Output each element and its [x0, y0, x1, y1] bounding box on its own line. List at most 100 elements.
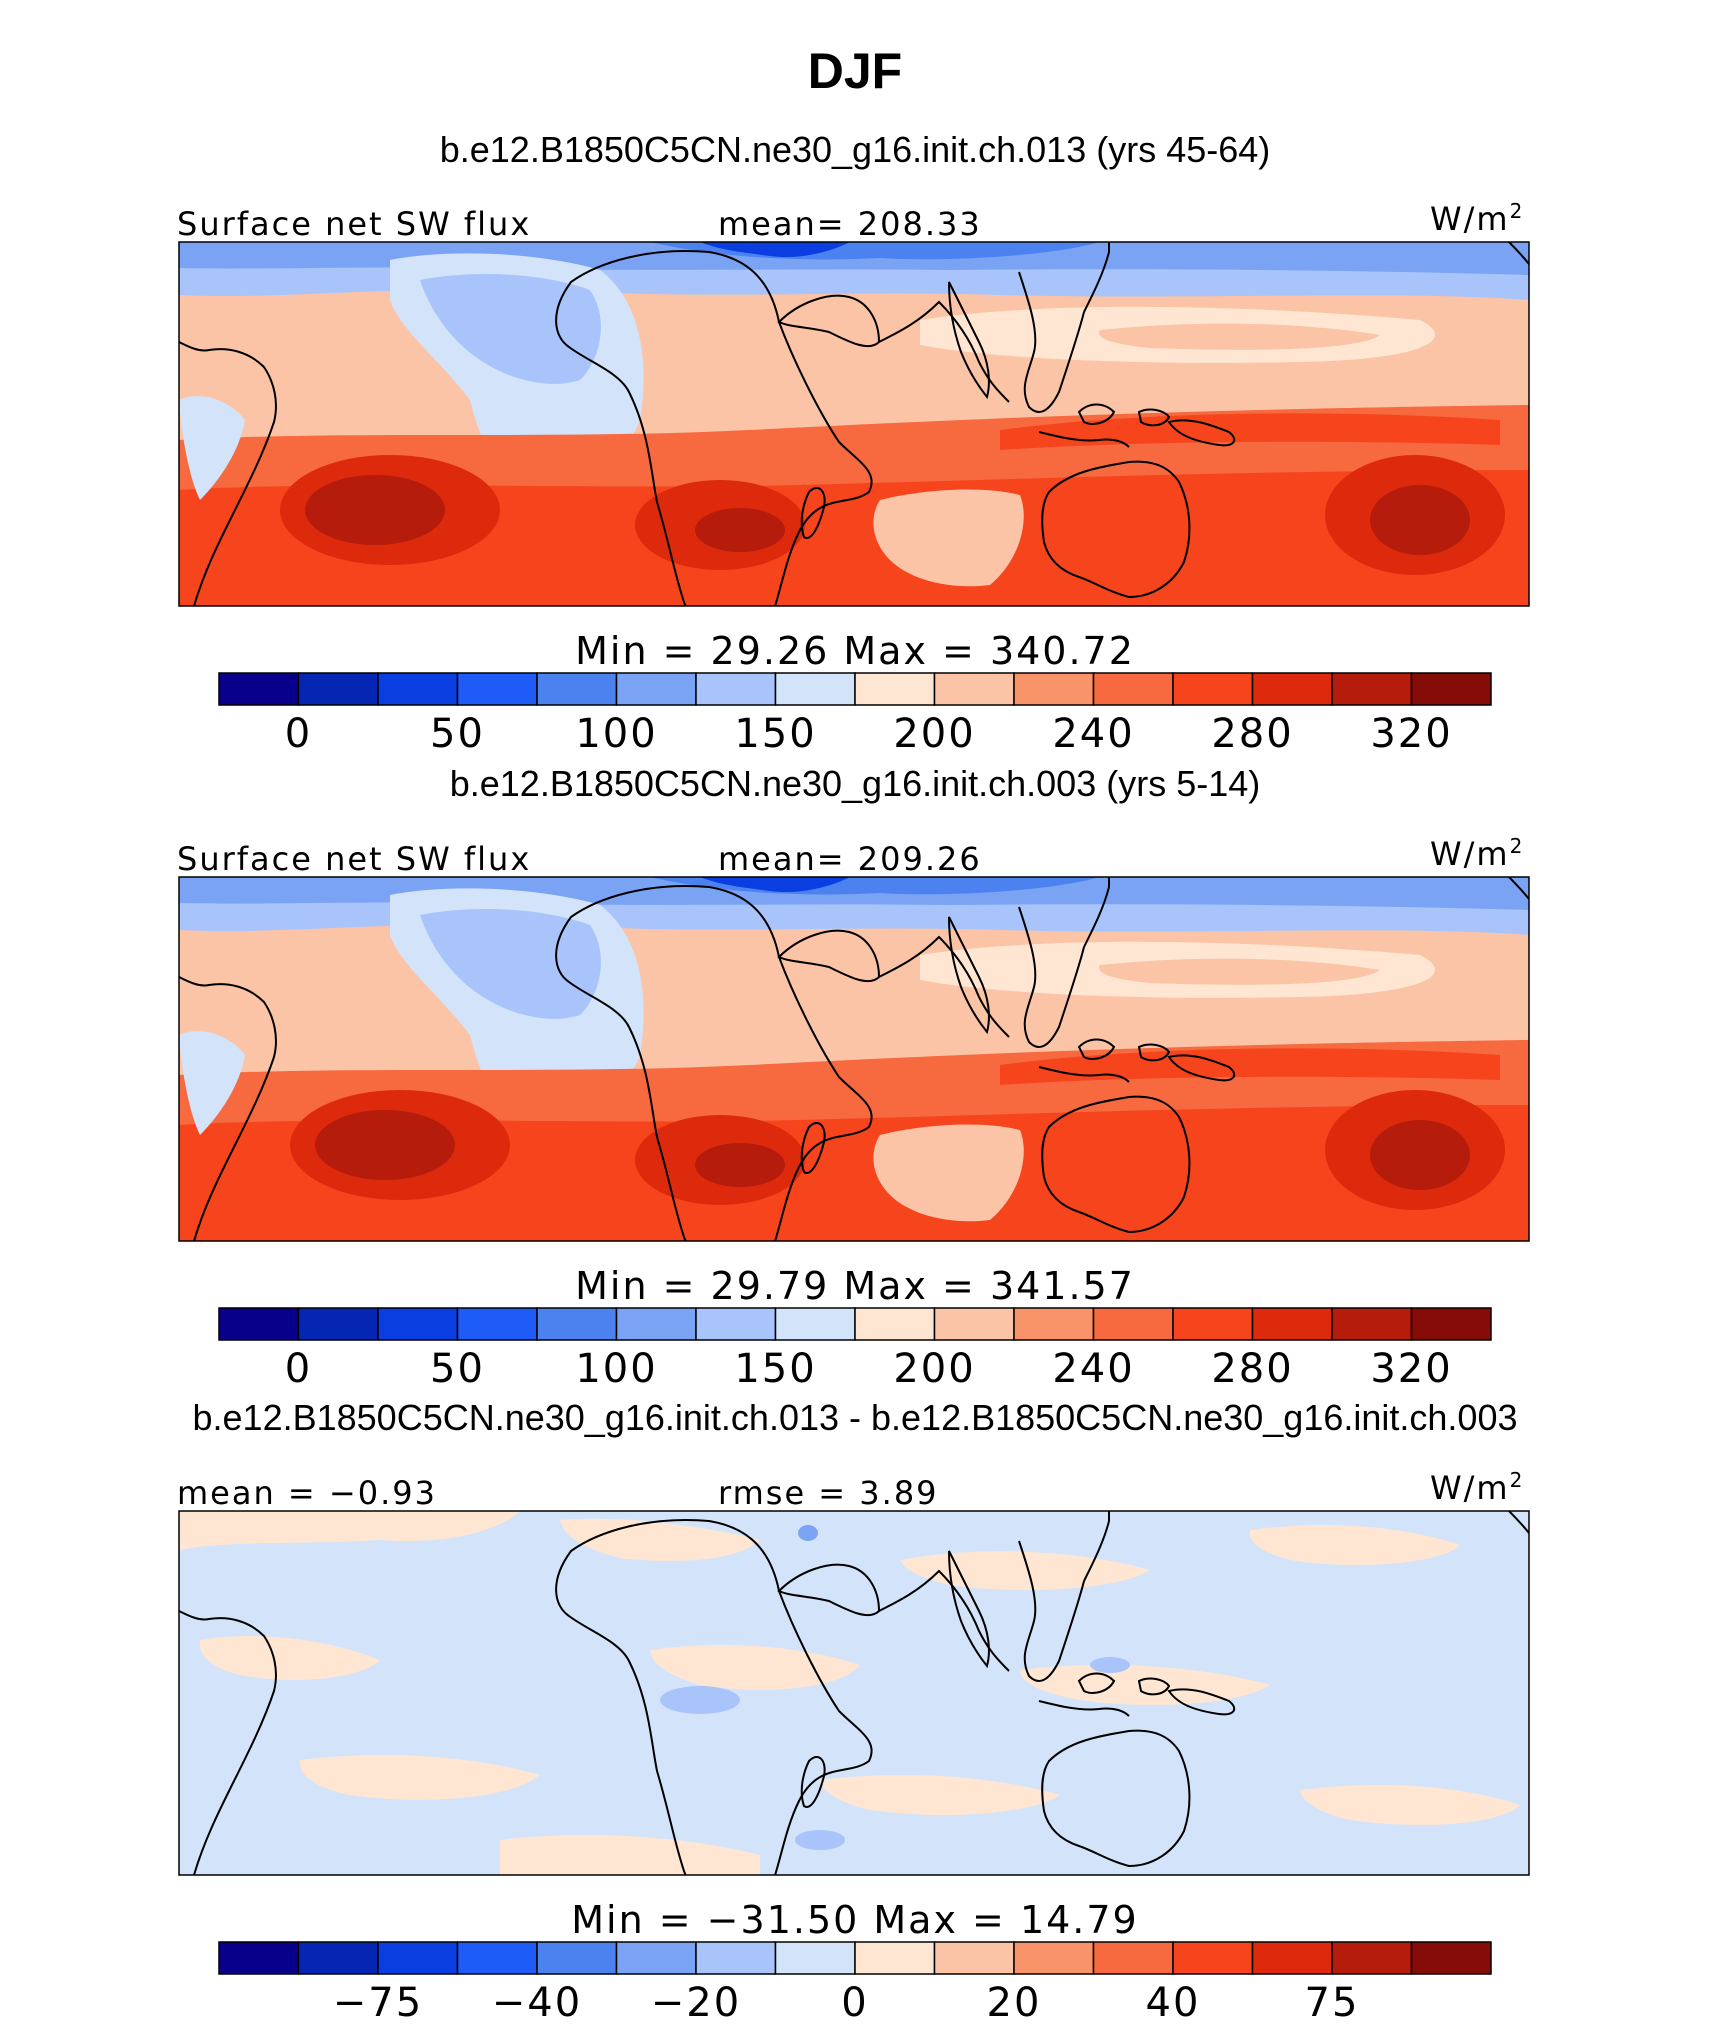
panel-1-variable-label: Surface net SW flux — [177, 205, 531, 243]
colorbar-tick-label: −40 — [492, 1980, 582, 2026]
panel-2-variable-label: Surface net SW flux — [177, 840, 531, 878]
colorbar-box — [297, 1307, 379, 1341]
colorbar-tick-label: 320 — [1370, 711, 1452, 757]
panel-1: b.e12.B1850C5CN.ne30_g16.init.ch.013 (yr… — [177, 129, 1530, 757]
colorbar-box — [536, 672, 618, 706]
colorbar-tick-label: 280 — [1211, 1346, 1293, 1392]
colorbar-tick-label: 50 — [430, 711, 485, 757]
colorbar-tick-label: 50 — [430, 1346, 485, 1392]
colorbar-tick-label: 240 — [1052, 711, 1134, 757]
colorbar-box — [1013, 672, 1095, 706]
colorbar-tick-label: 20 — [987, 1980, 1042, 2026]
colorbar-box — [774, 1941, 856, 1975]
panel-2-frame — [178, 876, 1530, 1242]
colorbar-tick-label: 100 — [575, 711, 657, 757]
panel-1-units: W/m2 — [1430, 199, 1524, 238]
colorbar-tick-label: 75 — [1305, 1980, 1360, 2026]
colorbar-box — [377, 1307, 459, 1341]
colorbar-box — [933, 1307, 1015, 1341]
panel-3-colorbar-ticks: −75 −40 −20 0 20 40 75 — [333, 1980, 1360, 2026]
figure-title: DJF — [808, 43, 902, 99]
colorbar-tick-label: 200 — [893, 711, 975, 757]
panel-3-rmse-label: rmse = 3.89 — [718, 1474, 939, 1512]
colorbar-box — [377, 672, 459, 706]
colorbar-box — [456, 672, 538, 706]
colorbar-tick-label: 150 — [734, 1346, 816, 1392]
colorbar-box — [774, 672, 856, 706]
colorbar-tick-label: 0 — [285, 1346, 312, 1392]
colorbar-box — [1013, 1941, 1095, 1975]
panel-3-units: W/m2 — [1430, 1468, 1524, 1507]
panel-3-mean-label: mean = −0.93 — [177, 1474, 437, 1512]
colorbar-tick-label: 0 — [841, 1980, 868, 2026]
panel-1-colorbar — [218, 672, 1492, 706]
map-background — [179, 1511, 1529, 1875]
colorbar-box — [297, 672, 379, 706]
colorbar-box — [1251, 1307, 1333, 1341]
panel-3-minmax: Min = −31.50 Max = 14.79 — [571, 1898, 1138, 1942]
colorbar-tick-label: 100 — [575, 1346, 657, 1392]
colorbar-box — [615, 672, 697, 706]
panel-1-frame — [178, 241, 1530, 607]
colorbar-tick-label: 320 — [1370, 1346, 1452, 1392]
colorbar-box — [695, 1941, 777, 1975]
colorbar-box — [774, 1307, 856, 1341]
panel-2-subtitle: b.e12.B1850C5CN.ne30_g16.init.ch.003 (yr… — [450, 763, 1261, 804]
colorbar-box — [1331, 1307, 1413, 1341]
panel-3-frame — [178, 1510, 1530, 1876]
panel-2: b.e12.B1850C5CN.ne30_g16.init.ch.003 (yr… — [177, 763, 1530, 1392]
panel-2-colorbar — [218, 1307, 1492, 1341]
colorbar-tick-label: 280 — [1211, 711, 1293, 757]
panel-1-mean-label: mean= 208.33 — [718, 205, 982, 243]
colorbar-box — [1172, 672, 1254, 706]
panel-1-minmax: Min = 29.26 Max = 340.72 — [575, 629, 1135, 673]
colorbar-box — [1410, 1307, 1492, 1341]
colorbar-box — [1092, 1941, 1174, 1975]
colorbar-box — [1410, 672, 1492, 706]
colorbar-box — [456, 1307, 538, 1341]
colorbar-tick-label: −20 — [651, 1980, 741, 2026]
colorbar-box — [218, 1307, 300, 1341]
colorbar-box — [218, 672, 300, 706]
panel-1-colorbar-ticks: 0 50 100 150 200 240 280 320 — [285, 711, 1452, 757]
colorbar-tick-label: 0 — [285, 711, 312, 757]
colorbar-box — [1331, 672, 1413, 706]
colorbar-box — [536, 1941, 618, 1975]
panel-3-colorbar — [218, 1941, 1492, 1975]
panel-1-subtitle: b.e12.B1850C5CN.ne30_g16.init.ch.013 (yr… — [440, 129, 1271, 170]
colorbar-box — [218, 1941, 300, 1975]
panel-1-map — [179, 242, 1529, 606]
panel-3-subtitle: b.e12.B1850C5CN.ne30_g16.init.ch.013 - b… — [193, 1397, 1518, 1438]
panel-3-map — [179, 1511, 1529, 1875]
panel-2-map — [179, 877, 1529, 1241]
colorbar-box — [1251, 1941, 1333, 1975]
colorbar-box — [854, 672, 936, 706]
colorbar-box — [615, 1941, 697, 1975]
colorbar-box — [1410, 1941, 1492, 1975]
colorbar-box — [1251, 672, 1333, 706]
panel-2-minmax: Min = 29.79 Max = 341.57 — [575, 1264, 1135, 1308]
colorbar-tick-label: 200 — [893, 1346, 975, 1392]
colorbar-box — [1092, 672, 1174, 706]
panel-3: b.e12.B1850C5CN.ne30_g16.init.ch.013 - b… — [177, 1397, 1530, 2026]
colorbar-box — [933, 1941, 1015, 1975]
colorbar-box — [1172, 1307, 1254, 1341]
colorbar-box — [456, 1941, 538, 1975]
colorbar-tick-label: 240 — [1052, 1346, 1134, 1392]
colorbar-box — [854, 1941, 936, 1975]
colorbar-box — [695, 672, 777, 706]
panel-2-units: W/m2 — [1430, 834, 1524, 873]
colorbar-box — [1092, 1307, 1174, 1341]
colorbar-box — [1013, 1307, 1095, 1341]
colorbar-tick-label: −75 — [333, 1980, 423, 2026]
colorbar-tick-label: 40 — [1146, 1980, 1201, 2026]
colorbar-box — [615, 1307, 697, 1341]
colorbar-box — [536, 1307, 618, 1341]
colorbar-box — [1172, 1941, 1254, 1975]
colorbar-box — [933, 672, 1015, 706]
colorbar-tick-label: 150 — [734, 711, 816, 757]
colorbar-box — [854, 1307, 936, 1341]
panel-2-mean-label: mean= 209.26 — [718, 840, 982, 878]
colorbar-box — [377, 1941, 459, 1975]
